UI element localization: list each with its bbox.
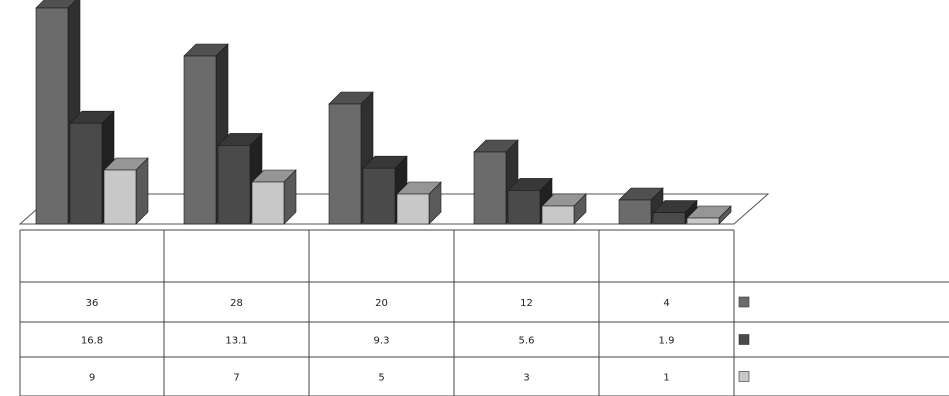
data-label: 36 xyxy=(86,298,99,309)
legend-swatch xyxy=(738,334,750,345)
data-label: 5.6 xyxy=(519,336,535,347)
bar-4-2 xyxy=(686,205,732,225)
bar-3-2 xyxy=(541,193,587,225)
data-label: 12 xyxy=(520,298,533,309)
bar-front-face xyxy=(507,190,541,225)
data-label: 1.9 xyxy=(659,336,675,347)
data-label: 28 xyxy=(230,298,243,309)
bar-front-face xyxy=(69,122,103,225)
data-label: 9.3 xyxy=(374,336,390,347)
legend-swatch xyxy=(738,296,750,308)
bar-front-face xyxy=(251,181,285,225)
data-label: 13.1 xyxy=(225,336,247,347)
data-label: 9 xyxy=(89,373,95,384)
data-label: 4 xyxy=(663,298,669,309)
bar-front-face xyxy=(328,103,362,225)
bar-front-face xyxy=(473,151,507,225)
bar-front-face xyxy=(618,199,652,225)
data-label: 7 xyxy=(233,373,239,384)
data-label: 3 xyxy=(523,373,529,384)
bar-front-face xyxy=(686,217,720,225)
bar-front-face xyxy=(103,169,137,225)
bar-front-face xyxy=(541,205,575,225)
data-label: 20 xyxy=(375,298,388,309)
bar-1-2 xyxy=(251,169,297,225)
bar-front-face xyxy=(362,167,396,225)
bar-front-face xyxy=(396,193,430,225)
bar-0-2 xyxy=(103,157,149,225)
bar-front-face xyxy=(35,7,69,225)
bar-front-face xyxy=(183,55,217,225)
data-label: 16.8 xyxy=(81,336,103,347)
data-label: 5 xyxy=(378,373,384,384)
bar-front-face xyxy=(652,212,686,225)
legend-swatch xyxy=(738,371,750,382)
bar-front-face xyxy=(217,145,251,225)
bar-1-0 xyxy=(183,43,229,225)
bar-2-2 xyxy=(396,181,442,225)
data-label: 1 xyxy=(663,373,669,384)
